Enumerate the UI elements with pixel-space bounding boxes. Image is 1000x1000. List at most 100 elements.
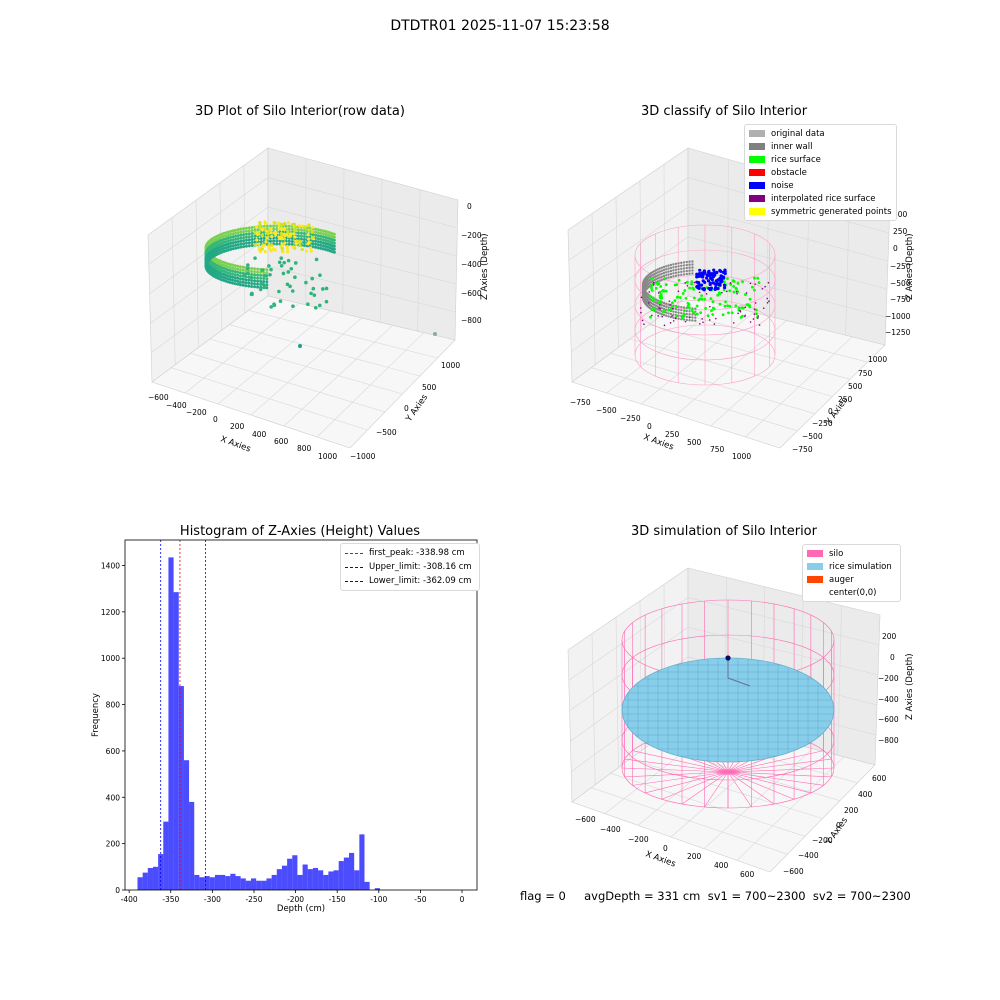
silo-floor-spoke <box>624 771 729 778</box>
data-point <box>318 303 322 308</box>
data-point <box>236 228 240 232</box>
data-point <box>265 224 269 228</box>
plot1-ytick: 0 <box>404 404 409 413</box>
data-point <box>253 243 258 247</box>
plot2-ztick: 0 <box>893 244 898 253</box>
inner-wall-point <box>680 267 683 271</box>
data-point <box>304 280 308 285</box>
interpolated-point <box>749 321 752 323</box>
inner-wall-point <box>667 264 670 267</box>
data-point <box>288 284 292 289</box>
rice-surface-point <box>651 299 655 302</box>
rice-surface-point <box>663 309 667 313</box>
data-point <box>231 232 235 236</box>
grid-line <box>267 177 458 229</box>
rice-surface-point <box>697 298 701 302</box>
data-point <box>299 228 303 232</box>
interpolated-point <box>735 291 738 293</box>
inner-wall-point <box>685 269 688 273</box>
rice-surface-point <box>675 314 678 318</box>
plot1-xtick: 800 <box>297 444 312 453</box>
data-point <box>242 227 246 231</box>
rice-surface-point <box>755 312 758 316</box>
data-point <box>303 225 307 229</box>
plot1-xtick: 200 <box>230 422 245 431</box>
data-point <box>228 265 232 269</box>
data-point <box>247 241 251 245</box>
inner-wall-point <box>694 307 697 310</box>
inner-wall-point <box>665 265 668 268</box>
grid-line <box>745 336 853 438</box>
grid-line <box>569 206 689 292</box>
data-point <box>229 241 233 245</box>
data-point <box>256 282 260 286</box>
rice-surface-point <box>690 282 694 286</box>
plot4-xtick: 200 <box>687 852 702 861</box>
rice-surface-point <box>675 295 679 299</box>
interpolated-point <box>753 313 756 315</box>
rice-surface-point <box>678 296 682 299</box>
data-point <box>241 277 245 281</box>
inner-wall-point <box>660 266 664 269</box>
silo-floor-spoke <box>632 771 729 786</box>
rice-surface-point <box>727 311 730 315</box>
rice-surface-point <box>703 297 707 301</box>
inner-wall-point <box>688 319 691 322</box>
rice-surface-point <box>711 300 715 304</box>
inner-wall-point <box>667 315 670 318</box>
data-point <box>250 234 254 238</box>
data-point <box>253 285 257 289</box>
legend-swatch <box>749 182 765 189</box>
y-tick-label: 400 <box>106 793 121 802</box>
data-point <box>332 244 336 248</box>
interpolated-point <box>749 282 752 285</box>
data-point <box>297 224 302 228</box>
plot1-title: 3D Plot of Silo Interior(row data) <box>195 104 405 119</box>
data-point <box>290 227 294 231</box>
data-point <box>309 249 313 253</box>
plot4-xtick: 600 <box>740 870 755 879</box>
data-point <box>239 236 243 240</box>
inner-wall-point <box>688 266 691 269</box>
rice-surface-point <box>688 286 692 290</box>
noise-point <box>698 273 702 277</box>
histogram-bar <box>287 858 293 890</box>
interpolated-point <box>684 282 687 284</box>
data-point <box>226 233 230 237</box>
histogram-bar <box>230 873 236 890</box>
rice-surface-point <box>687 302 691 306</box>
interpolated-point <box>721 291 723 294</box>
data-point <box>321 247 325 251</box>
legend-swatch <box>807 576 823 583</box>
legend-line <box>345 566 363 568</box>
histogram-bar <box>374 888 380 890</box>
noise-point <box>695 280 699 284</box>
noise-point <box>719 280 723 284</box>
interpolated-point <box>640 311 642 314</box>
figure-suptitle: DTDTR01 2025-11-07 15:23:58 <box>390 18 610 34</box>
data-point <box>256 273 260 277</box>
data-point <box>307 228 311 232</box>
silo-floor-spoke <box>727 771 752 808</box>
interpolated-point <box>659 308 662 310</box>
data-point <box>319 228 323 232</box>
plot2-ztick: −750 <box>890 295 911 304</box>
x-tick-label: -150 <box>329 895 346 904</box>
rice-surface-point <box>732 284 736 288</box>
legend-swatch <box>749 156 765 163</box>
grid-line <box>615 617 619 768</box>
data-point <box>311 233 315 237</box>
data-point <box>234 240 238 244</box>
histogram-bar <box>302 864 308 890</box>
inner-wall-point <box>680 264 683 268</box>
inner-wall-point <box>672 269 675 272</box>
data-point <box>264 229 268 233</box>
data-point <box>253 228 257 232</box>
rice-surface-point <box>716 293 720 297</box>
rice-surface-point <box>667 308 671 312</box>
noise-point <box>707 269 711 273</box>
rice-surface-point <box>700 294 704 298</box>
plot4-xtick: −400 <box>600 825 621 834</box>
data-point <box>269 305 274 309</box>
data-point <box>253 282 257 286</box>
